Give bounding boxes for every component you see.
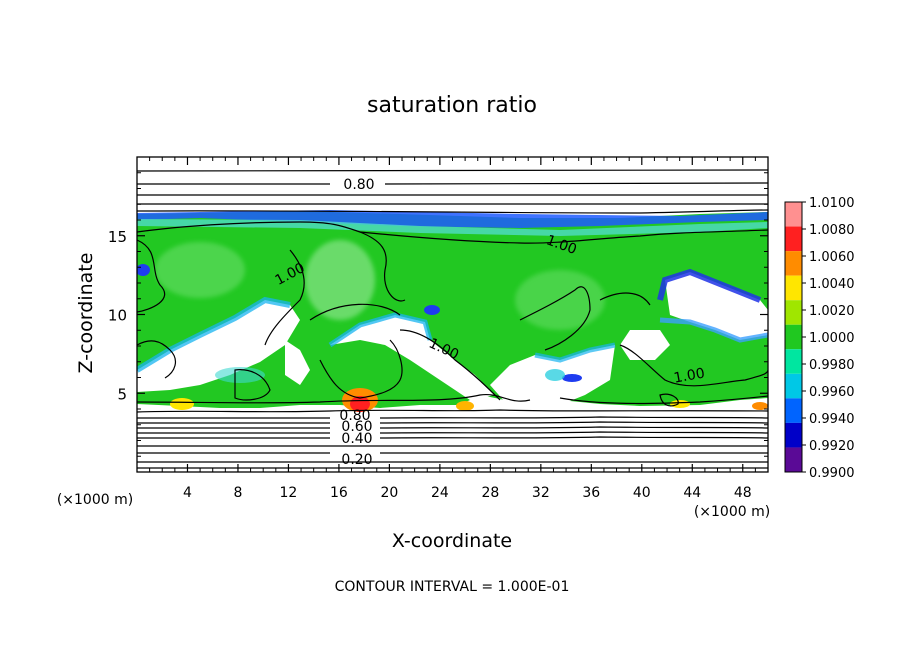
colorbar-label: 1.0080 <box>809 223 855 238</box>
colorbar-swatch <box>785 422 802 448</box>
colorbar-label: 1.0040 <box>809 277 855 292</box>
x-tick-label: 24 <box>431 485 449 501</box>
colorbar-label: 1.0060 <box>809 250 855 265</box>
blue-blob <box>137 264 150 276</box>
chart-title: saturation ratio <box>367 93 537 118</box>
subsaturated-region <box>137 300 300 392</box>
contour-interval-note: CONTOUR INTERVAL = 1.000E-01 <box>335 579 570 595</box>
subsaturated-region <box>285 340 310 385</box>
x-tick-label: 12 <box>280 485 298 501</box>
colorbar: 1.0100 1.0080 1.0060 1.0040 1.0020 1.0000 0.99… <box>784 196 855 481</box>
colorbar-swatch <box>785 226 802 252</box>
cyan-blob <box>545 369 565 381</box>
x-tick-label: 44 <box>683 485 701 501</box>
blue-rim <box>657 268 762 303</box>
x-tick-label: 8 <box>233 485 242 501</box>
colorbar-swatch <box>785 275 802 301</box>
x-axis-title: X-coordinate <box>392 530 512 552</box>
x-tick-label: 4 <box>183 485 192 501</box>
colorbar-swatch <box>785 324 802 350</box>
subsaturated-region <box>665 272 768 340</box>
cyan-rim <box>534 342 616 363</box>
z-unit-label: (×1000 m) <box>57 492 133 508</box>
colorbar-label: 0.9940 <box>809 412 855 427</box>
y-axis-title: Z-coordinate <box>75 253 97 374</box>
x-axis-ticks: 4 8 12 16 20 24 28 32 36 40 44 48 <box>149 157 756 501</box>
colorbar-swatch <box>785 349 802 374</box>
cyan-rim <box>137 296 291 373</box>
supersaturation-spot <box>456 401 474 411</box>
contour-lines <box>137 169 768 470</box>
supersaturation-spot <box>170 398 194 410</box>
colorbar-label: 0.9980 <box>809 358 855 373</box>
colorbar-label: 0.9900 <box>809 466 855 481</box>
y-tick-label: 5 <box>117 385 127 403</box>
blue-rim <box>659 317 768 343</box>
colorbar-label: 1.0100 <box>809 196 855 211</box>
light-green-patch <box>155 242 245 298</box>
colorbar-swatch <box>785 447 802 472</box>
subsaturated-region <box>330 315 495 400</box>
upper-fringe-cyan <box>137 219 768 236</box>
supersaturation-spot <box>670 400 690 408</box>
colorbar-swatch <box>785 202 802 227</box>
x-tick-label: 20 <box>380 485 398 501</box>
cyan-blob <box>215 367 265 383</box>
contour-label: 0.80 <box>343 177 374 193</box>
contour-label: 0.40 <box>341 431 372 447</box>
upper-fringe-blue <box>137 210 768 228</box>
colorbar-swatch <box>785 251 802 276</box>
x-tick-label: 28 <box>481 485 499 501</box>
colorbar-swatch <box>785 373 802 399</box>
contour-label: 1.00 <box>673 365 706 386</box>
x-tick-label: 32 <box>532 485 550 501</box>
light-green-patch <box>515 270 605 330</box>
colorbar-label: 0.9920 <box>809 439 855 454</box>
y-tick-label: 10 <box>108 307 127 325</box>
colorbar-label: 1.0020 <box>809 304 855 319</box>
blue-blob <box>562 374 582 382</box>
colorbar-swatch <box>785 398 802 423</box>
x-unit-label: (×1000 m) <box>694 504 770 520</box>
light-green-patch <box>305 240 375 320</box>
contour-label: 0.20 <box>341 452 372 468</box>
y-axis-ticks: 5 10 15 <box>108 172 768 457</box>
colorbar-label: 0.9960 <box>809 385 855 400</box>
supersaturation-spot <box>752 402 768 410</box>
x-tick-label: 48 <box>734 485 752 501</box>
colorbar-swatch <box>785 300 802 325</box>
colorbar-label: 1.0000 <box>809 331 855 346</box>
y-tick-label: 15 <box>108 228 127 246</box>
contour-label: 0.60 <box>341 419 372 435</box>
x-tick-label: 16 <box>330 485 348 501</box>
contour-label: 0.80 <box>339 408 370 424</box>
x-tick-label: 40 <box>633 485 651 501</box>
x-tick-label: 36 <box>582 485 600 501</box>
blue-blob <box>424 305 440 315</box>
cyan-rim <box>328 312 433 348</box>
plot-area <box>137 157 768 472</box>
